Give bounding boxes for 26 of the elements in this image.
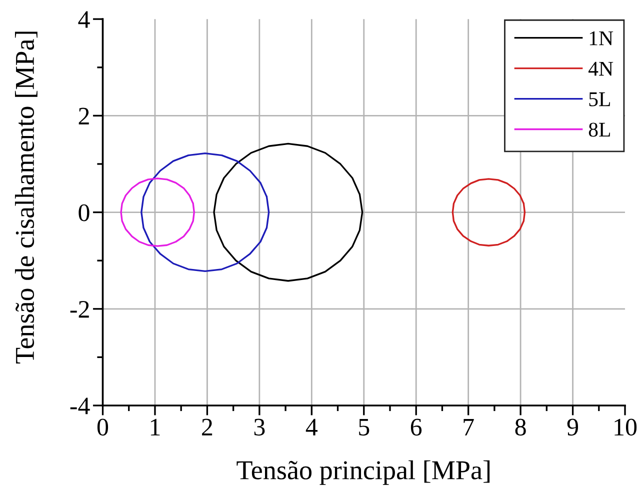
legend-label: 8L (588, 122, 610, 137)
legend-label: 5L (589, 92, 610, 106)
x-tick-label: 2 (202, 418, 212, 436)
legend-label: 4N (588, 62, 614, 76)
y-tick-label: -2 (70, 301, 89, 318)
y-tick-label: 2 (78, 108, 89, 124)
x-tick-label: 4 (306, 418, 318, 436)
line-series (120, 178, 195, 247)
x-tick-label: 0 (97, 418, 108, 436)
x-tick-label: 7 (464, 418, 474, 436)
y-tick-label: -4 (70, 398, 90, 414)
x-tick-label: 3 (254, 418, 265, 436)
x-axis-title: Tensão principal [MPa] (236, 460, 490, 485)
x-tick-label: 6 (410, 418, 422, 436)
y-tick-label: 4 (78, 11, 90, 28)
x-tick-label: 1 (150, 418, 160, 436)
x-tick-label: 10 (614, 418, 637, 436)
y-tick-label: 0 (78, 204, 90, 222)
x-tick-label: 5 (359, 418, 370, 436)
legend-label: 1N (590, 31, 614, 46)
line-series (213, 142, 364, 282)
line-series (452, 178, 526, 246)
y-axis-title: Tensão de cisalhamento [MPa] (14, 32, 38, 364)
x-tick-label: 9 (567, 418, 578, 436)
x-tick-label: 8 (515, 418, 526, 436)
line-series (140, 152, 270, 272)
